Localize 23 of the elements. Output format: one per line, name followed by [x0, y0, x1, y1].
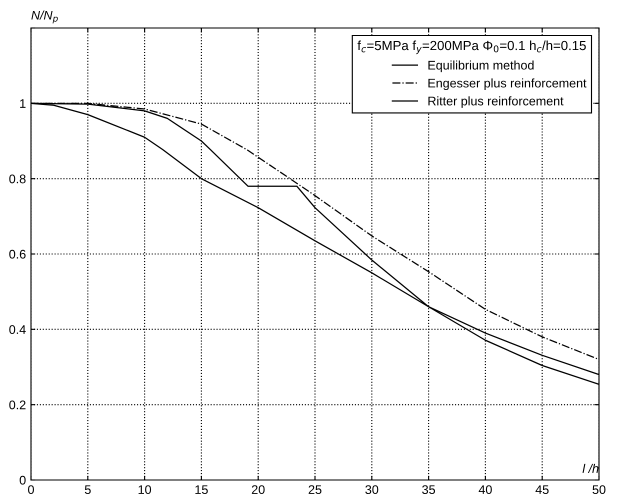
legend-label: Engesser plus reinforcement [428, 78, 586, 90]
y-tick-label: 0.4 [9, 325, 26, 334]
legend-label: Equilibrium method [428, 60, 534, 72]
x-tick-label: 15 [195, 485, 208, 494]
y-tick-label: 0.2 [9, 400, 26, 410]
text: f$_{c}$=5MPa f$_{y}$=200MPa Φ$_{0}$=0.1 h$_{c}$/h=0.15 [358, 40, 586, 54]
y-tick-label: 0.8 [9, 174, 26, 184]
x-tick-label: 0 [28, 485, 34, 494]
x-tick-label: 35 [422, 485, 436, 494]
x-tick-label: 25 [308, 485, 322, 494]
x-tick-label: 50 [592, 485, 606, 494]
x-tick-label: 45 [536, 485, 549, 494]
x-tick-label: 10 [138, 485, 152, 494]
y-tick-label: 0 [20, 476, 26, 485]
y-axis-title: N/N$_{p}$ [31, 10, 58, 24]
x-tick-label: 5 [84, 485, 91, 494]
x-axis-title: l /h [582, 464, 598, 474]
y-tick-label: 1 [20, 99, 26, 108]
x-tick-label: 20 [252, 485, 265, 494]
legend-label: Ritter plus reinforcement [428, 96, 564, 108]
x-tick-label: 40 [478, 485, 492, 494]
y-tick-label: 0.6 [9, 250, 26, 259]
x-tick-label: 30 [365, 485, 378, 494]
